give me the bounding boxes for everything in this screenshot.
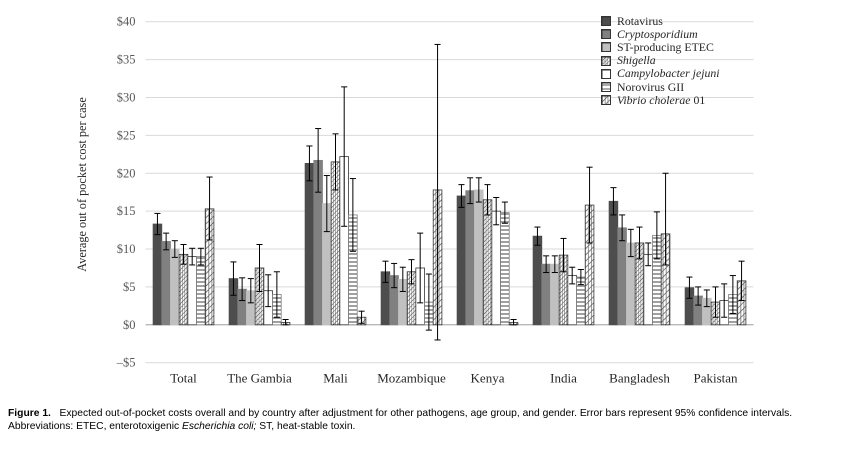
svg-text:$30: $30 bbox=[117, 91, 136, 105]
svg-text:India: India bbox=[550, 371, 577, 386]
svg-text:$15: $15 bbox=[117, 204, 136, 218]
svg-text:–$5: –$5 bbox=[116, 356, 136, 370]
svg-text:$10: $10 bbox=[117, 242, 136, 256]
svg-text:$20: $20 bbox=[117, 166, 136, 180]
svg-text:$5: $5 bbox=[123, 280, 136, 294]
svg-text:$40: $40 bbox=[117, 15, 136, 29]
svg-text:Bangladesh: Bangladesh bbox=[609, 371, 670, 386]
svg-text:Pakistan: Pakistan bbox=[693, 371, 738, 386]
svg-text:Mali: Mali bbox=[323, 371, 348, 386]
svg-text:Total: Total bbox=[170, 371, 197, 386]
svg-text:Kenya: Kenya bbox=[471, 371, 505, 386]
svg-text:$25: $25 bbox=[117, 128, 136, 142]
svg-text:$35: $35 bbox=[117, 53, 136, 67]
svg-text:Mozambique: Mozambique bbox=[377, 371, 446, 386]
svg-text:The Gambia: The Gambia bbox=[227, 371, 292, 386]
svg-text:$0: $0 bbox=[123, 318, 136, 332]
